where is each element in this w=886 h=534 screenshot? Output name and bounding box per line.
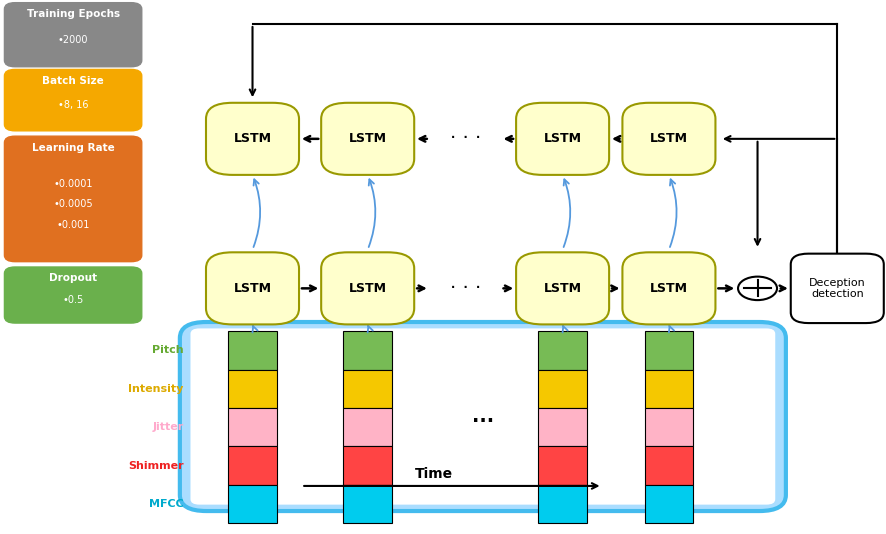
Text: MFCC: MFCC xyxy=(149,499,183,509)
FancyBboxPatch shape xyxy=(4,3,142,67)
Text: LSTM: LSTM xyxy=(234,282,271,295)
FancyBboxPatch shape xyxy=(321,252,414,324)
Text: · · ·: · · · xyxy=(449,129,481,148)
Bar xyxy=(538,370,587,408)
Bar xyxy=(538,408,587,446)
Bar xyxy=(645,446,693,485)
FancyBboxPatch shape xyxy=(516,103,609,175)
FancyBboxPatch shape xyxy=(516,252,609,324)
Text: · · ·: · · · xyxy=(449,279,481,298)
Bar xyxy=(228,446,276,485)
Bar xyxy=(343,408,392,446)
FancyBboxPatch shape xyxy=(790,254,883,323)
Text: •0.001: •0.001 xyxy=(57,219,89,230)
Text: Learning Rate: Learning Rate xyxy=(32,143,114,153)
FancyBboxPatch shape xyxy=(206,252,299,324)
Text: ...: ... xyxy=(472,407,494,426)
Text: LSTM: LSTM xyxy=(234,132,271,145)
Text: Shimmer: Shimmer xyxy=(128,461,183,470)
FancyBboxPatch shape xyxy=(180,322,786,511)
Bar xyxy=(343,446,392,485)
Text: Intensity: Intensity xyxy=(128,384,183,394)
Bar xyxy=(645,331,693,370)
FancyBboxPatch shape xyxy=(206,103,299,175)
FancyBboxPatch shape xyxy=(622,103,716,175)
Text: •8, 16: •8, 16 xyxy=(58,100,89,111)
Bar xyxy=(228,485,276,523)
Bar xyxy=(645,408,693,446)
Bar xyxy=(645,370,693,408)
FancyBboxPatch shape xyxy=(4,69,142,131)
Bar xyxy=(343,331,392,370)
Text: Time: Time xyxy=(415,467,454,481)
Bar xyxy=(343,370,392,408)
Bar xyxy=(228,370,276,408)
Text: •0.5: •0.5 xyxy=(63,295,83,305)
Circle shape xyxy=(738,277,777,300)
Text: LSTM: LSTM xyxy=(544,282,581,295)
Text: Pitch: Pitch xyxy=(152,345,183,355)
Text: •0.0005: •0.0005 xyxy=(53,199,93,209)
Text: LSTM: LSTM xyxy=(349,282,386,295)
Text: Jitter: Jitter xyxy=(152,422,183,432)
Bar xyxy=(645,485,693,523)
Text: •0.0001: •0.0001 xyxy=(53,179,93,189)
Text: Training Epochs: Training Epochs xyxy=(27,9,120,19)
Bar xyxy=(538,446,587,485)
Bar xyxy=(228,331,276,370)
FancyBboxPatch shape xyxy=(321,103,414,175)
FancyBboxPatch shape xyxy=(4,136,142,262)
Bar xyxy=(538,331,587,370)
FancyBboxPatch shape xyxy=(622,252,716,324)
Bar xyxy=(343,485,392,523)
Text: Batch Size: Batch Size xyxy=(43,76,104,86)
FancyBboxPatch shape xyxy=(4,267,142,323)
Text: LSTM: LSTM xyxy=(349,132,386,145)
FancyBboxPatch shape xyxy=(190,328,775,505)
Text: Dropout: Dropout xyxy=(49,273,97,284)
Text: LSTM: LSTM xyxy=(650,282,688,295)
Text: LSTM: LSTM xyxy=(650,132,688,145)
Bar xyxy=(538,485,587,523)
Text: LSTM: LSTM xyxy=(544,132,581,145)
Bar xyxy=(228,408,276,446)
Text: •2000: •2000 xyxy=(58,35,89,45)
Text: Deception
detection: Deception detection xyxy=(809,278,866,299)
